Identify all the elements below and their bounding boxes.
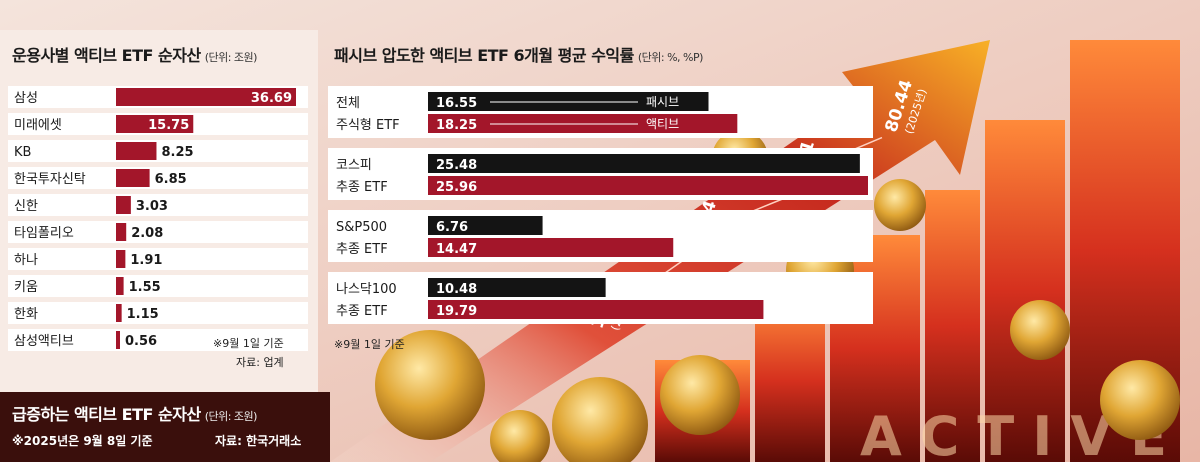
left-value-label: 36.69: [251, 91, 292, 106]
left-row-bg: [8, 167, 308, 189]
left-category-label: 한국투자신탁: [14, 172, 86, 187]
right-chart-panel: 패시브 압도한 액티브 ETF 6개월 평균 수익률 (단위: %, %P) 전체…: [320, 30, 875, 360]
passive-value-label: 25.48: [436, 158, 477, 173]
left-category-label: 타임폴리오: [14, 226, 74, 241]
left-row-bg: [8, 329, 308, 351]
left-chart-title-text: 운용사별 액티브 ETF 순자산: [12, 46, 201, 65]
passive-bar: [428, 278, 606, 297]
right-group-label: 나스닥100: [336, 282, 397, 297]
active-bar: [428, 176, 868, 195]
left-bar: [116, 115, 194, 133]
growth-chart-band: 급증하는 액티브 ETF 순자산 (단위: 조원) ※2025년은 9월 8일 기…: [0, 392, 330, 462]
passive-bar: [428, 216, 543, 235]
passive-value-label: 10.48: [436, 282, 477, 297]
legend-passive: 패시브: [646, 95, 679, 109]
growth-chart-unit: (단위: 조원): [204, 410, 258, 423]
left-category-label: 삼성: [14, 91, 38, 106]
left-value-label: 6.85: [155, 172, 187, 187]
left-row-bg: [8, 275, 308, 297]
left-value-label: 8.25: [161, 145, 193, 160]
right-group-label: S&P500: [336, 220, 387, 235]
left-category-label: 삼성액티브: [14, 334, 74, 349]
left-chart-source: 자료: 업계: [236, 356, 284, 369]
growth-chart-title-text: 급증하는 액티브 ETF 순자산: [12, 405, 201, 424]
passive-bar: [428, 154, 860, 173]
left-chart-unit: (단위: 조원): [204, 51, 258, 64]
right-group-label: 전체: [336, 96, 360, 111]
left-bar: [116, 250, 126, 268]
left-row-bg: [8, 248, 308, 270]
growth-chart-source: 자료: 한국거래소: [215, 434, 302, 448]
right-group-label: 코스피: [336, 158, 372, 173]
growth-chart-note: ※2025년은 9월 8일 기준: [12, 434, 153, 448]
passive-value-label: 6.76: [436, 220, 468, 235]
left-chart-title: 운용사별 액티브 ETF 순자산 (단위: 조원): [12, 42, 257, 66]
left-chart-note: ※9월 1일 기준: [213, 337, 284, 350]
right-group-sublabel: 추종 ETF: [336, 180, 388, 195]
left-bar: [116, 196, 131, 214]
left-bar: [116, 142, 157, 160]
left-chart-panel: 운용사별 액티브 ETF 순자산 (단위: 조원) 삼성 36.69 미래에셋 15.7…: [0, 30, 318, 392]
left-bar: [116, 331, 120, 349]
left-row-bg: [8, 194, 308, 216]
right-group-sublabel: 추종 ETF: [336, 304, 388, 319]
left-category-label: 키움: [14, 280, 38, 295]
left-value-label: 0.56: [125, 334, 157, 349]
left-bar: [116, 304, 122, 322]
right-chart-note: ※9월 1일 기준: [334, 338, 405, 351]
right-chart-unit: (단위: %, %P): [637, 51, 704, 64]
left-row-bg: [8, 140, 308, 162]
active-value-label: 18.25: [436, 118, 477, 133]
left-category-label: 한화: [14, 307, 38, 322]
left-category-label: 신한: [14, 199, 38, 214]
right-chart-title: 패시브 압도한 액티브 ETF 6개월 평균 수익률 (단위: %, %P): [334, 42, 703, 66]
left-bar: [116, 88, 296, 106]
right-group-sublabel: 추종 ETF: [336, 242, 388, 257]
left-value-label: 1.15: [127, 307, 159, 322]
left-category-label: KB: [14, 145, 31, 160]
left-value-label: 1.91: [130, 253, 162, 268]
legend-active: 액티브: [646, 117, 679, 131]
passive-value-label: 16.55: [436, 96, 477, 111]
left-value-label: 2.08: [131, 226, 163, 241]
active-bar: [428, 238, 674, 257]
active-value-label: 25.96: [436, 180, 477, 195]
left-value-label: 3.03: [136, 199, 168, 214]
right-group-sublabel: 주식형 ETF: [336, 118, 400, 133]
right-chart-title-text: 패시브 압도한 액티브 ETF 6개월 평균 수익률: [334, 46, 634, 65]
left-category-label: 미래에셋: [14, 118, 62, 133]
left-row-bg: [8, 302, 308, 324]
left-value-label: 15.75: [148, 118, 189, 133]
left-bar-chart: 삼성 36.69 미래에셋 15.75 KB 8.25 한국투자신탁 6.85 신한 3.03 타임…: [8, 86, 308, 351]
left-bar: [116, 169, 150, 187]
left-category-label: 하나: [14, 253, 38, 268]
left-value-label: 1.55: [129, 280, 161, 295]
left-bar: [116, 223, 127, 241]
active-value-label: 19.79: [436, 304, 477, 319]
active-value-label: 14.47: [436, 242, 477, 257]
left-bar: [116, 277, 124, 295]
left-row-bg: [8, 221, 308, 243]
active-bar: [428, 300, 764, 319]
growth-chart-title: 급증하는 액티브 ETF 순자산 (단위: 조원): [12, 401, 257, 425]
